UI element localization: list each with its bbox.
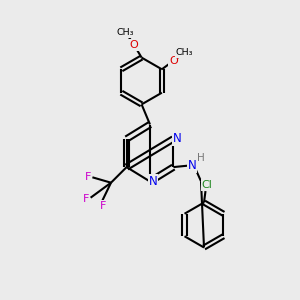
Text: F: F [84, 172, 91, 182]
Text: F: F [100, 201, 107, 211]
Text: O: O [130, 40, 139, 50]
Text: Cl: Cl [202, 180, 212, 190]
Text: O: O [169, 56, 178, 66]
Text: CH₃: CH₃ [176, 48, 194, 57]
Text: N: N [173, 132, 182, 146]
Text: CH₃: CH₃ [117, 28, 134, 37]
Text: H: H [197, 153, 205, 163]
Text: F: F [82, 194, 89, 204]
Text: N: N [188, 159, 196, 172]
Text: N: N [148, 175, 158, 188]
